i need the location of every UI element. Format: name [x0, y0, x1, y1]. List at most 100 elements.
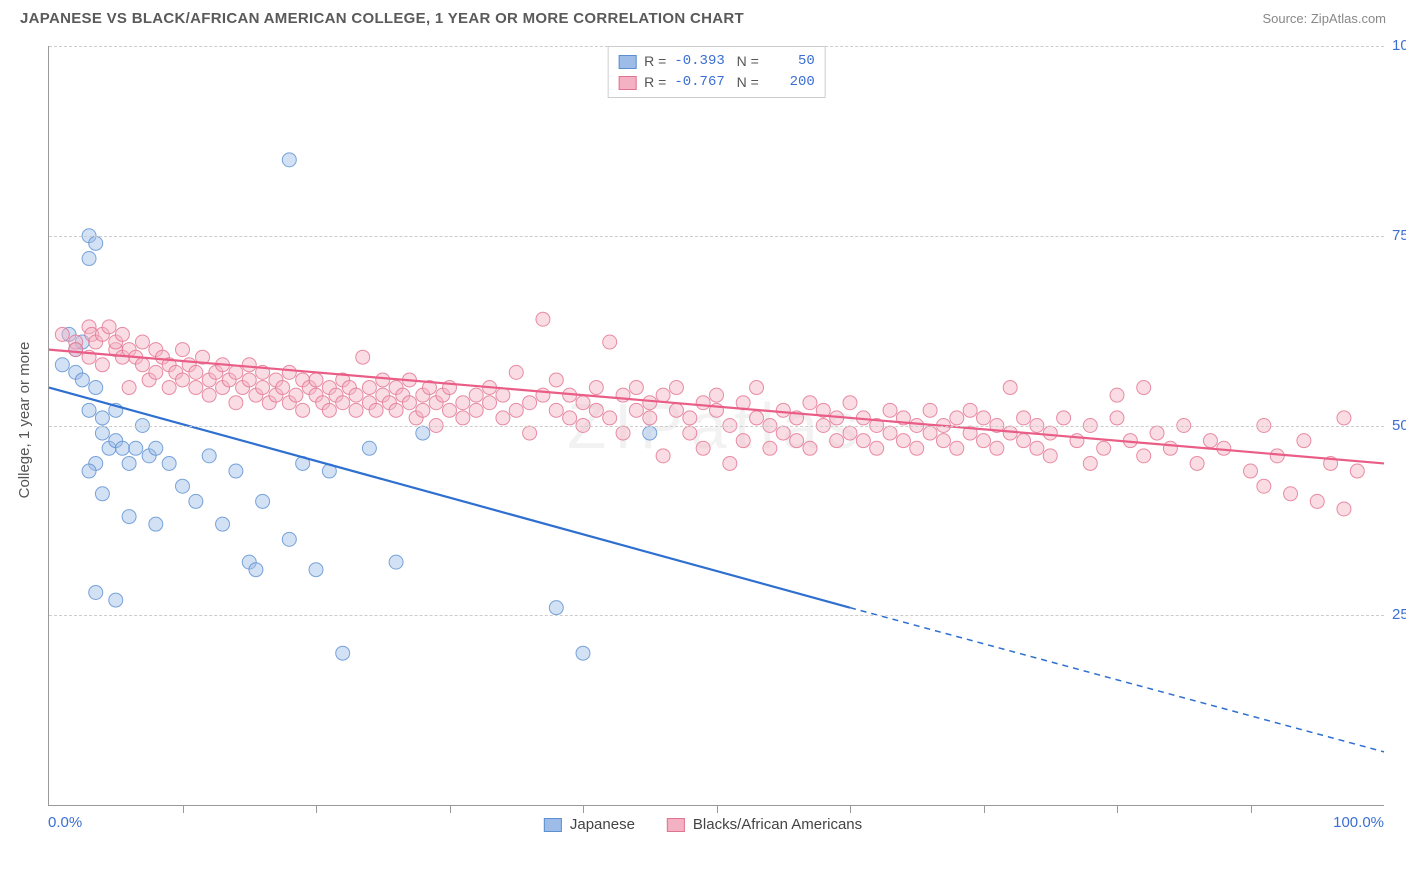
data-point	[55, 358, 69, 372]
data-point	[95, 487, 109, 501]
x-tick	[316, 805, 317, 813]
y-tick-label: 100.0%	[1388, 37, 1406, 54]
gridline-h: 100.0%	[49, 46, 1384, 47]
data-point	[1137, 449, 1151, 463]
data-point	[176, 479, 190, 493]
data-point	[296, 403, 310, 417]
data-point	[710, 388, 724, 402]
data-point	[89, 381, 103, 395]
data-point	[1244, 464, 1258, 478]
data-point	[122, 510, 136, 524]
data-point	[115, 441, 129, 455]
data-point	[776, 426, 790, 440]
data-point	[509, 365, 523, 379]
data-point	[416, 426, 430, 440]
y-tick-label: 50.0%	[1388, 417, 1406, 434]
data-point	[376, 373, 390, 387]
data-point	[870, 441, 884, 455]
legend-series-label: Japanese	[570, 816, 635, 833]
data-point	[469, 403, 483, 417]
data-point	[309, 373, 323, 387]
data-point	[162, 381, 176, 395]
data-point	[1110, 411, 1124, 425]
data-point	[856, 434, 870, 448]
data-point	[883, 426, 897, 440]
data-point	[643, 396, 657, 410]
gridline-h: 75.0%	[49, 236, 1384, 237]
data-point	[803, 441, 817, 455]
gridline-h: 25.0%	[49, 615, 1384, 616]
trend-line-extrapolated	[850, 608, 1384, 752]
data-point	[576, 396, 590, 410]
data-point	[349, 388, 363, 402]
data-point	[496, 411, 510, 425]
data-point	[723, 456, 737, 470]
data-point	[977, 434, 991, 448]
data-point	[456, 396, 470, 410]
legend-n-value: 50	[767, 51, 815, 72]
data-point	[1003, 381, 1017, 395]
data-point	[549, 403, 563, 417]
data-point	[102, 320, 116, 334]
legend-n-label: N =	[733, 51, 759, 72]
data-point	[643, 426, 657, 440]
data-point	[923, 403, 937, 417]
data-point	[603, 411, 617, 425]
chart-area: ZIPatlas R =-0.393 N =50R =-0.767 N =200…	[48, 46, 1384, 806]
data-point	[790, 434, 804, 448]
data-point	[1310, 494, 1324, 508]
y-tick-label: 25.0%	[1388, 606, 1406, 623]
data-point	[115, 327, 129, 341]
legend-row: R =-0.393 N =50	[618, 51, 815, 72]
x-axis-max-label: 100.0%	[1333, 814, 1384, 831]
data-point	[576, 646, 590, 660]
source-label: Source: ZipAtlas.com	[1262, 11, 1386, 26]
x-tick	[183, 805, 184, 813]
data-point	[589, 381, 603, 395]
data-point	[443, 403, 457, 417]
data-point	[1337, 502, 1351, 516]
data-point	[549, 601, 563, 615]
data-point	[1057, 411, 1071, 425]
data-point	[82, 403, 96, 417]
data-point	[362, 381, 376, 395]
data-point	[950, 441, 964, 455]
data-point	[95, 426, 109, 440]
data-point	[162, 456, 176, 470]
series-legend: JapaneseBlacks/African Americans	[544, 816, 862, 833]
data-point	[256, 494, 270, 508]
data-point	[389, 403, 403, 417]
x-tick	[450, 805, 451, 813]
data-point	[523, 396, 537, 410]
data-point	[1083, 456, 1097, 470]
data-point	[202, 449, 216, 463]
data-point	[276, 381, 290, 395]
data-point	[149, 517, 163, 531]
data-point	[683, 426, 697, 440]
data-point	[1150, 426, 1164, 440]
y-tick-label: 75.0%	[1388, 227, 1406, 244]
x-tick	[583, 805, 584, 813]
data-point	[89, 585, 103, 599]
data-point	[843, 426, 857, 440]
x-tick	[1251, 805, 1252, 813]
data-point	[523, 426, 537, 440]
data-point	[336, 396, 350, 410]
data-point	[242, 358, 256, 372]
data-point	[109, 593, 123, 607]
data-point	[950, 411, 964, 425]
data-point	[456, 411, 470, 425]
x-tick	[717, 805, 718, 813]
data-point	[135, 335, 149, 349]
y-axis-title: College, 1 year or more	[16, 342, 33, 499]
data-point	[82, 464, 96, 478]
legend-item: Japanese	[544, 816, 635, 833]
data-point	[923, 426, 937, 440]
data-point	[416, 403, 430, 417]
data-point	[282, 532, 296, 546]
x-tick	[1117, 805, 1118, 813]
data-point	[536, 312, 550, 326]
data-point	[1137, 381, 1151, 395]
data-point	[336, 646, 350, 660]
legend-r-value: -0.393	[674, 51, 724, 72]
